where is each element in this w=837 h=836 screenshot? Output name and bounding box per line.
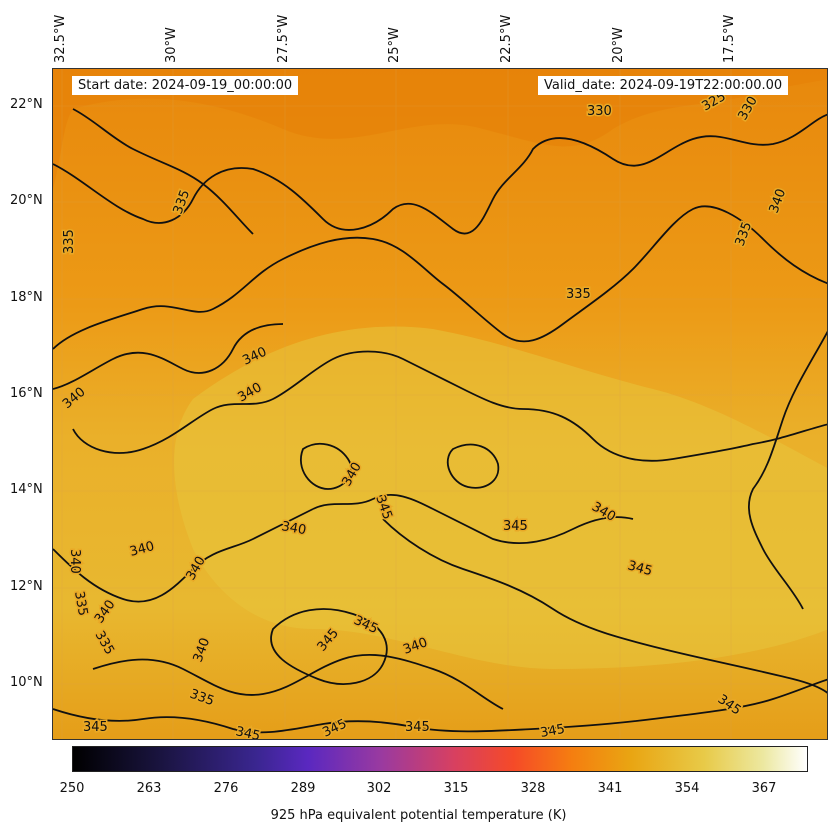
- contour-340-sw: [53, 508, 314, 603]
- colorbar-tick: 354: [674, 781, 700, 796]
- lon-label-20w: 20°W: [611, 27, 626, 63]
- lat-label-14n: 14°N: [10, 482, 43, 497]
- contour-label: 340: [280, 519, 307, 538]
- contour-label: 330: [587, 104, 612, 119]
- lat-label-20n: 20°N: [10, 193, 43, 208]
- contour-label: 340: [67, 549, 82, 574]
- valid-date-label: Valid_date: 2024-09-19T22:00:00.00: [538, 76, 789, 95]
- colorbar-tick: 289: [290, 781, 316, 796]
- graticule: [53, 69, 827, 739]
- contour-label: 335: [566, 287, 591, 302]
- colorbar-tick: 263: [136, 781, 162, 796]
- contour-label: 345: [503, 519, 528, 534]
- contour-345-south: [382, 518, 827, 694]
- contour-340-south: [92, 653, 504, 710]
- contour-340-inner1: [300, 442, 353, 490]
- contour-label: 335: [62, 229, 77, 254]
- lon-label-25w: 25°W: [387, 27, 402, 63]
- lat-label-18n: 18°N: [10, 290, 43, 305]
- contour-335-mid: [53, 205, 827, 350]
- contour-335-west: [72, 108, 254, 235]
- equivalent-potential-temperature-field: 330 325 330 335 340 335 335 335 340 340 …: [53, 69, 827, 740]
- map-panel: 330 325 330 335 340 335 335 335 340 340 …: [52, 68, 828, 740]
- contour-label: 335: [71, 590, 90, 617]
- lon-label-17-5w: 17.5°W: [722, 14, 737, 63]
- lat-label-12n: 12°N: [10, 579, 43, 594]
- lon-label-27-5w: 27.5°W: [276, 14, 291, 63]
- cool-band-center: [174, 326, 827, 669]
- colorbar-tick: 328: [520, 781, 546, 796]
- lon-label-30w: 30°W: [164, 27, 179, 63]
- contour-345-blob: [270, 608, 388, 685]
- lon-label-22-5w: 22.5°W: [499, 14, 514, 63]
- colorbar-tick: 341: [597, 781, 623, 796]
- start-date-label: Start date: 2024-09-19_00:00:00: [72, 76, 299, 95]
- colorbar: [72, 746, 808, 772]
- colorbar-gradient: [73, 747, 807, 771]
- lon-label-32-5w: 32.5°W: [53, 14, 68, 63]
- colorbar-tick: 276: [213, 781, 239, 796]
- contour-lines: [53, 108, 827, 734]
- contour-340-big: [72, 350, 827, 462]
- lat-label-10n: 10°N: [10, 675, 43, 690]
- colorbar-tick: 315: [443, 781, 469, 796]
- lat-label-16n: 16°N: [10, 386, 43, 401]
- contour-335-north: [53, 113, 827, 235]
- colorbar-label: 925 hPa equivalent potential temperature…: [270, 808, 567, 823]
- contour-345-sw: [53, 678, 827, 734]
- warm-region-north: [53, 69, 827, 189]
- contour-label: 345: [83, 720, 108, 735]
- colorbar-tick: 367: [751, 781, 777, 796]
- contour-340-inner2: [446, 443, 500, 489]
- contour-coast: [748, 330, 827, 610]
- contour-340-west: [53, 323, 284, 390]
- colorbar-tick: 250: [59, 781, 85, 796]
- colorbar-tick: 302: [366, 781, 392, 796]
- contour-340-central: [312, 494, 634, 545]
- lat-label-22n: 22°N: [10, 97, 43, 112]
- contour-label: 345: [405, 720, 430, 735]
- contour-label: 345: [539, 722, 566, 740]
